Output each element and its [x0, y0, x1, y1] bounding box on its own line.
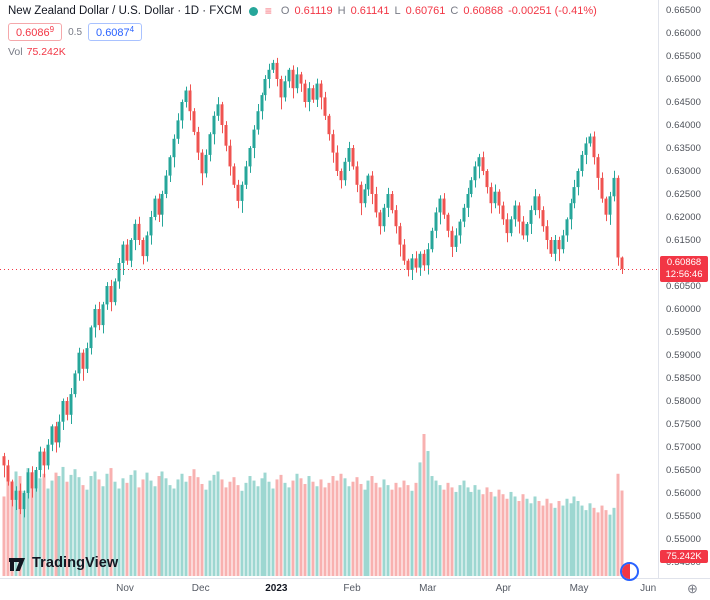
low-label: L [394, 5, 401, 17]
time-axis[interactable]: Nov Dec 2023 Feb Mar Apr May Jun [0, 579, 658, 600]
time-axis-label: 2023 [265, 583, 288, 594]
price-axis-label: 0.59000 [666, 350, 702, 361]
chart-pane[interactable]: New Zealand Dollar / U.S. Dollar · 1D · … [0, 0, 658, 581]
chart-legend: New Zealand Dollar / U.S. Dollar · 1D · … [8, 5, 597, 58]
object-tree-icon[interactable]: ≡ [264, 3, 272, 18]
high-value: 0.61141 [350, 5, 390, 17]
price-axis-label: 0.64500 [666, 97, 702, 108]
price-axis-label: 0.62000 [666, 212, 702, 223]
price-axis-label: 0.55000 [666, 534, 702, 545]
price-axis-label: 0.65500 [666, 51, 702, 62]
price-axis-label: 0.64000 [666, 120, 702, 131]
price-axis-label: 0.65000 [666, 74, 702, 85]
time-axis-label: Apr [495, 583, 512, 594]
price-axis-label: 0.58000 [666, 396, 702, 407]
price-axis-label: 0.63000 [666, 166, 702, 177]
bar-countdown: 12:56:46 [665, 269, 703, 281]
price-axis-label: 0.58500 [666, 373, 702, 384]
open-value: 0.61119 [294, 5, 333, 17]
time-axis-label: Dec [191, 583, 210, 594]
time-axis-label: Mar [419, 583, 437, 594]
sell-button[interactable]: 0.60869 [8, 23, 63, 41]
price-axis-label: 0.62500 [666, 189, 702, 200]
spread-value: 0.5 [68, 26, 83, 38]
broker-logo-icon[interactable] [620, 562, 639, 581]
symbol-title[interactable]: New Zealand Dollar / U.S. Dollar · 1D · … [8, 5, 242, 17]
time-axis-label: Jun [640, 583, 657, 594]
volume-value: 75.242K [26, 46, 66, 58]
price-axis-label: 0.57500 [666, 419, 702, 430]
close-value: 0.60868 [463, 5, 504, 17]
volume-readout[interactable]: Vol 75.242K [8, 46, 597, 58]
price-axis-label: 0.56000 [666, 488, 702, 499]
price-chart-canvas[interactable] [0, 0, 658, 578]
price-axis-separator [658, 0, 659, 579]
price-axis-label: 0.57000 [666, 442, 702, 453]
price-axis-label: 0.55500 [666, 511, 702, 522]
ohlc-readout: O 0.61119 H 0.61141 L 0.60761 C 0.60868 -0.0… [281, 5, 597, 17]
tradingview-logo-icon [8, 554, 26, 572]
high-label: H [337, 5, 346, 17]
low-value: 0.60761 [405, 5, 446, 17]
price-axis-label: 0.66000 [666, 28, 702, 39]
timezone-icon[interactable]: ⊕ [687, 581, 698, 596]
volume-value-badge: 75.242K [660, 550, 708, 563]
price-axis-label: 0.56500 [666, 465, 702, 476]
price-axis-label: 0.60000 [666, 304, 702, 315]
tradingview-logo-text: TradingView [32, 555, 119, 571]
buy-button[interactable]: 0.60874 [88, 23, 143, 41]
tradingview-logo[interactable]: TradingView [8, 554, 118, 572]
price-axis-label: 0.60500 [666, 281, 702, 292]
change-value: -0.00251 (-0.41%) [508, 5, 597, 17]
volume-label: Vol [8, 46, 23, 58]
last-price-badge: 0.60868 12:56:46 [660, 256, 708, 283]
price-axis-label: 0.63500 [666, 143, 702, 154]
price-axis-label: 0.59500 [666, 327, 702, 338]
last-price-value: 0.60868 [666, 257, 702, 269]
axis-corner: ⊕ [659, 579, 710, 600]
price-axis-label: 0.66500 [666, 5, 702, 16]
close-label: C [450, 5, 459, 17]
time-axis-separator [0, 578, 710, 579]
price-axis-label: 0.61500 [666, 235, 702, 246]
time-axis-label: Feb [343, 583, 361, 594]
visibility-dot-icon[interactable] [248, 6, 258, 16]
price-axis[interactable]: 0.60868 12:56:46 75.242K 0.66500 0.66000 0… [659, 0, 710, 578]
time-axis-label: Nov [116, 583, 134, 594]
open-label: O [280, 5, 290, 17]
time-axis-label: May [569, 583, 589, 594]
